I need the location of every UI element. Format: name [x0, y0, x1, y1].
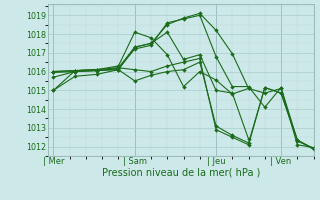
X-axis label: Pression niveau de la mer( hPa ): Pression niveau de la mer( hPa ): [102, 168, 260, 178]
